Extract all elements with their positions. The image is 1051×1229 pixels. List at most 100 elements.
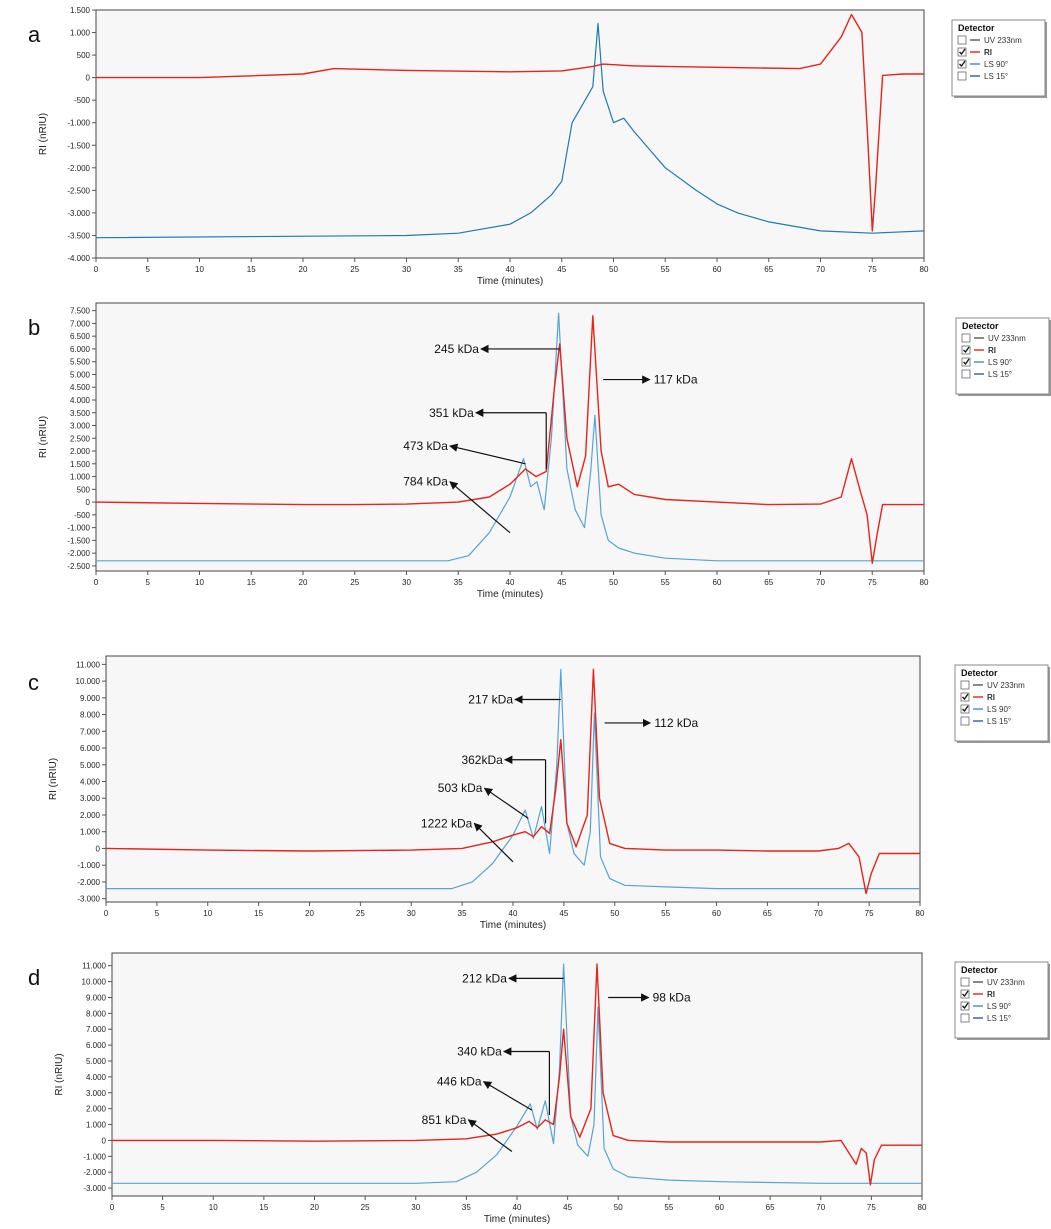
legend-item[interactable]: LS 90° xyxy=(960,704,1011,714)
legend-checkbox[interactable] xyxy=(960,977,970,987)
legend-checkbox[interactable] xyxy=(960,716,970,726)
x-tick-label: 60 xyxy=(713,265,722,274)
annotation: 446 kDa xyxy=(437,1075,533,1111)
legend-item-label: LS 15° xyxy=(984,72,1008,81)
x-tick-label: 40 xyxy=(513,1203,522,1212)
y-tick-label: 3.000 xyxy=(70,422,91,431)
annotation-label: 212 kDa xyxy=(462,971,507,985)
legend-checkbox[interactable] xyxy=(960,989,970,999)
y-tick-label: 0 xyxy=(102,1136,107,1145)
x-tick-label: 0 xyxy=(94,578,99,587)
legend-checkbox[interactable] xyxy=(961,333,971,343)
legend-checkbox[interactable] xyxy=(960,1001,970,1011)
x-tick-label: 35 xyxy=(454,265,463,274)
legend-item[interactable]: LS 15° xyxy=(957,71,1008,81)
y-tick-label: 1.000 xyxy=(80,828,101,837)
legend-item-label: RI xyxy=(987,990,995,999)
legend-item[interactable]: LS 15° xyxy=(960,716,1011,726)
y-tick-label: -500 xyxy=(74,511,91,520)
x-tick-label: 80 xyxy=(920,265,929,274)
plot-area xyxy=(111,952,923,1197)
y-tick-label: 3.000 xyxy=(86,1089,107,1098)
chart-panel-a: a1.5001.0005000-500-1.000-1.500-2.000-2.… xyxy=(28,6,1047,287)
y-tick-label: -1.500 xyxy=(67,536,90,545)
y-axis-label: RI (nRIU) xyxy=(38,113,49,155)
x-tick-label: 30 xyxy=(402,578,411,587)
y-tick-label: 1.000 xyxy=(70,29,91,38)
legend-checkbox[interactable] xyxy=(957,59,967,69)
checkmark-icon xyxy=(959,48,966,56)
legend-box xyxy=(955,317,1050,395)
legend-box xyxy=(954,664,1049,742)
x-tick-label: 0 xyxy=(110,1203,115,1212)
legend-checkbox[interactable] xyxy=(960,680,970,690)
x-tick-label: 55 xyxy=(661,909,670,918)
x-tick-label: 30 xyxy=(407,909,416,918)
y-tick-label: 4.000 xyxy=(70,396,91,405)
panel-label: d xyxy=(28,965,40,990)
legend-item[interactable]: RI xyxy=(960,692,995,702)
y-tick-label: 11.000 xyxy=(76,660,100,669)
annotation: 473 kDa xyxy=(403,439,526,465)
x-tick-label: 25 xyxy=(361,1203,370,1212)
annotation-label: 1222 kDa xyxy=(421,816,473,830)
legend-item[interactable]: LS 90° xyxy=(960,1001,1011,1011)
legend-item[interactable]: RI xyxy=(961,345,996,355)
checkmark-icon xyxy=(963,358,970,366)
legend-checkbox[interactable] xyxy=(960,1013,970,1023)
legend-checkbox[interactable] xyxy=(957,47,967,57)
legend-item[interactable]: UV 233nm xyxy=(960,680,1025,690)
annotation-label: 98 kDa xyxy=(653,990,691,1004)
y-tick-label: 6.500 xyxy=(70,332,91,341)
annotation-label: 473 kDa xyxy=(403,439,448,453)
annotation-label: 446 kDa xyxy=(437,1075,482,1089)
x-tick-label: 65 xyxy=(764,265,773,274)
legend-item-label: LS 90° xyxy=(987,1002,1011,1011)
x-tick-label: 60 xyxy=(713,578,722,587)
legend-item[interactable]: RI xyxy=(960,989,995,999)
legend-item[interactable]: LS 15° xyxy=(961,369,1012,379)
y-tick-label: -3.500 xyxy=(67,231,90,240)
x-tick-label: 0 xyxy=(104,909,109,918)
legend-checkbox[interactable] xyxy=(957,71,967,81)
legend-item[interactable]: LS 90° xyxy=(957,59,1008,69)
legend-item[interactable]: LS 90° xyxy=(961,357,1012,367)
legend-item-label: LS 15° xyxy=(987,717,1011,726)
legend-checkbox[interactable] xyxy=(957,35,967,45)
x-tick-label: 60 xyxy=(715,1203,724,1212)
legend-checkbox[interactable] xyxy=(961,345,971,355)
plot-area xyxy=(95,9,925,259)
legend-checkbox[interactable] xyxy=(961,369,971,379)
x-tick-label: 45 xyxy=(557,578,566,587)
annotation-label: 851 kDa xyxy=(422,1113,467,1127)
legend-item[interactable]: UV 233nm xyxy=(961,333,1026,343)
legend: Detector UV 233nm RI LS 90° LS 15° xyxy=(951,19,1047,98)
annotation: 503 kDa xyxy=(438,781,529,819)
legend: Detector UV 233nm RI LS 90° LS 15° xyxy=(954,664,1050,743)
legend-checkbox[interactable] xyxy=(960,704,970,714)
legend-item[interactable]: UV 233nm xyxy=(960,977,1025,987)
legend-item[interactable]: RI xyxy=(957,47,992,57)
legend-item[interactable]: LS 15° xyxy=(960,1013,1011,1023)
x-tick-label: 45 xyxy=(563,1203,572,1212)
legend-checkbox[interactable] xyxy=(960,692,970,702)
legend-checkbox[interactable] xyxy=(961,357,971,367)
x-axis-label: Time (minutes) xyxy=(484,1214,550,1225)
x-tick-label: 50 xyxy=(609,578,618,587)
legend-item-label: UV 233nm xyxy=(987,681,1025,690)
x-axis-label: Time (minutes) xyxy=(477,276,543,287)
checkmark-icon xyxy=(962,705,969,713)
annotation: 217 kDa xyxy=(468,693,561,707)
y-tick-label: 0 xyxy=(86,498,91,507)
legend-title: Detector xyxy=(962,321,999,331)
series-ls90-line xyxy=(112,963,922,1184)
legend-item[interactable]: UV 233nm xyxy=(957,35,1022,45)
legend-title: Detector xyxy=(961,668,998,678)
x-tick-label: 25 xyxy=(350,578,359,587)
annotation: 245 kDa xyxy=(434,342,560,356)
x-tick-label: 30 xyxy=(411,1203,420,1212)
x-tick-label: 35 xyxy=(454,578,463,587)
y-tick-label: 2.000 xyxy=(86,1105,107,1114)
y-tick-label: 8.000 xyxy=(86,1009,107,1018)
y-tick-label: 6.000 xyxy=(70,345,91,354)
